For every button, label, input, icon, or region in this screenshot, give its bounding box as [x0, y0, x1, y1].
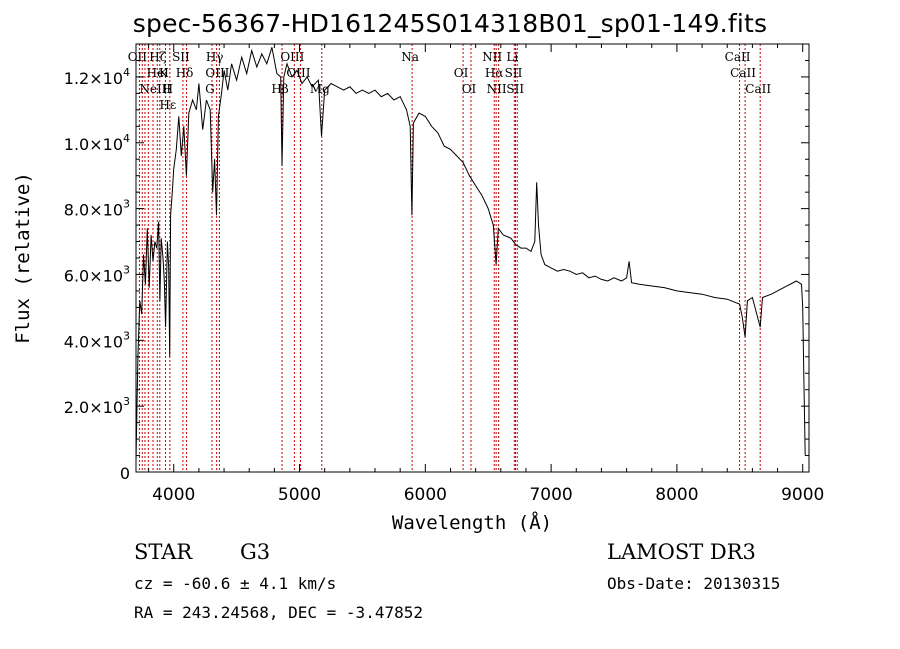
x-tick-label: 6000: [404, 485, 447, 505]
spectral-line-label: NII: [487, 82, 507, 96]
spectral-line-label: CaII: [745, 82, 771, 96]
y-tick-label: 6.0×103: [64, 263, 130, 285]
spectral-line-label: CaII: [730, 66, 756, 80]
spectral-line-label: OI: [462, 82, 477, 96]
y-tick-label: 4.0×103: [64, 329, 130, 351]
spectral-line-label: SII: [172, 50, 190, 64]
x-tick-label: 5000: [278, 485, 321, 505]
spectral-line-label: OIII: [205, 66, 229, 80]
spectral-line-label: Hβ: [271, 82, 288, 96]
spectral-line-label: CaII: [725, 50, 751, 64]
y-axis-label: Flux (relative): [12, 172, 34, 344]
spectral-line-label: H: [163, 82, 173, 96]
spectral-line-labels: OIINeIIIHζHeIKHHεSIIHδGHγOIIIHβOIIIOIIIM…: [128, 50, 772, 112]
y-tick-label: 1.0×104: [64, 132, 130, 154]
obs-date: Obs-Date: 20130315: [607, 574, 781, 593]
x-tick-label: 9000: [781, 485, 824, 505]
spectral-line-label: SII: [506, 82, 524, 96]
plot-frame: [135, 43, 810, 473]
spectral-line-label: NeIII: [139, 82, 171, 96]
object-subclass: G3: [240, 540, 271, 564]
y-tick-label: 2.0×103: [64, 395, 130, 417]
spectral-line-label: Hε: [159, 98, 176, 112]
spectral-line-label: Hγ: [206, 50, 224, 64]
spectral-line-label: Hα: [485, 66, 504, 80]
spectrum-line: [135, 47, 806, 463]
spectral-line-label: Hζ: [149, 50, 166, 64]
redshift-text: cz = -60.6 ± 4.1 km/s: [134, 574, 337, 593]
y-tick-label: 8.0×103: [64, 198, 130, 220]
spectral-line-label: OI: [454, 66, 469, 80]
spectral-line-label: HeI: [147, 66, 170, 80]
spectral-line-label: Mg: [310, 82, 330, 96]
survey-name: LAMOST DR3: [607, 540, 756, 564]
spectral-line-label: OIII: [280, 50, 304, 64]
x-axis-ticks: 4000 5000 6000 7000 8000 9000: [148, 44, 824, 505]
spectral-line-label: OII: [128, 50, 148, 64]
coordinates-text: RA = 243.24568, DEC = -3.47852: [134, 603, 423, 622]
spectral-line-label: Na: [401, 50, 419, 64]
spectral-line-label: SII: [505, 66, 523, 80]
y-tick-label: 0: [120, 464, 130, 483]
spectral-line-markers: [138, 44, 761, 472]
x-tick-label: 4000: [152, 485, 195, 505]
x-tick-label: 8000: [655, 485, 698, 505]
spectral-line-label: Li: [506, 50, 518, 64]
spectral-line-label: K: [159, 66, 169, 80]
chart-title: spec-56367-HD161245S014318B01_sp01-149.f…: [132, 9, 768, 38]
object-class: STAR: [134, 540, 193, 564]
y-axis-ticks: 0 2.0×103 4.0×103 6.0×103 8.0×103 1.0×104 1.2×…: [64, 59, 809, 483]
spectral-line-label: Hδ: [176, 66, 194, 80]
spectral-line-label: NII: [482, 50, 502, 64]
x-axis-label: Wavelength (Å): [392, 511, 552, 534]
y-tick-label: 1.2×104: [64, 66, 130, 88]
x-tick-label: 7000: [529, 485, 572, 505]
spectral-line-label: G: [205, 82, 215, 96]
